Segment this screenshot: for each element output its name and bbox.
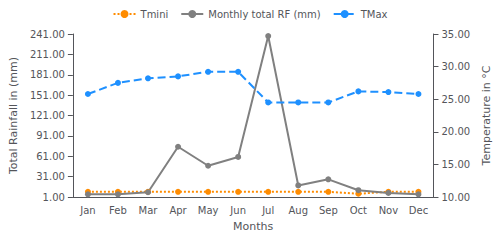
svg-text:Jun: Jun — [229, 205, 246, 216]
svg-text:Jul: Jul — [261, 205, 274, 216]
svg-text:Sep: Sep — [319, 205, 338, 216]
svg-text:121.00: 121.00 — [30, 110, 65, 121]
svg-text:Tmini: Tmini — [140, 9, 169, 20]
svg-text:Monthly total RF (mm): Monthly total RF (mm) — [208, 9, 321, 20]
svg-text:61.00: 61.00 — [36, 151, 65, 162]
svg-text:181.00: 181.00 — [30, 69, 65, 80]
svg-text:Apr: Apr — [169, 205, 187, 216]
svg-text:Feb: Feb — [109, 205, 127, 216]
svg-text:Jan: Jan — [79, 205, 95, 216]
svg-text:Oct: Oct — [350, 205, 367, 216]
svg-text:35.00: 35.00 — [441, 29, 470, 40]
svg-text:Nov: Nov — [379, 205, 399, 216]
svg-text:Aug: Aug — [288, 205, 308, 216]
svg-text:25.00: 25.00 — [441, 94, 470, 105]
svg-text:20.00: 20.00 — [441, 126, 470, 137]
svg-text:151.00: 151.00 — [30, 90, 65, 101]
svg-text:15.00: 15.00 — [441, 159, 470, 170]
svg-text:TMax: TMax — [360, 9, 388, 20]
svg-text:10.00: 10.00 — [441, 192, 470, 203]
svg-text:31.00: 31.00 — [36, 171, 65, 182]
svg-text:241.00: 241.00 — [30, 29, 65, 40]
svg-text:Mar: Mar — [139, 205, 159, 216]
svg-text:211.00: 211.00 — [30, 49, 65, 60]
svg-text:Total Rainfall in (mm): Total Rainfall in (mm) — [7, 57, 20, 175]
svg-text:Months: Months — [233, 220, 273, 233]
svg-text:91.00: 91.00 — [36, 130, 65, 141]
svg-text:Temperature in °C: Temperature in °C — [480, 65, 493, 166]
svg-text:30.00: 30.00 — [441, 61, 470, 72]
svg-text:Dec: Dec — [409, 205, 428, 216]
svg-text:May: May — [198, 205, 219, 216]
svg-text:1.00: 1.00 — [43, 192, 65, 203]
